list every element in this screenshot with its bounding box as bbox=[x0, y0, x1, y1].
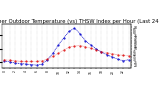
Title: Milwaukee Weather Outdoor Temperature (vs) THSW Index per Hour (Last 24 Hours): Milwaukee Weather Outdoor Temperature (v… bbox=[0, 19, 160, 24]
